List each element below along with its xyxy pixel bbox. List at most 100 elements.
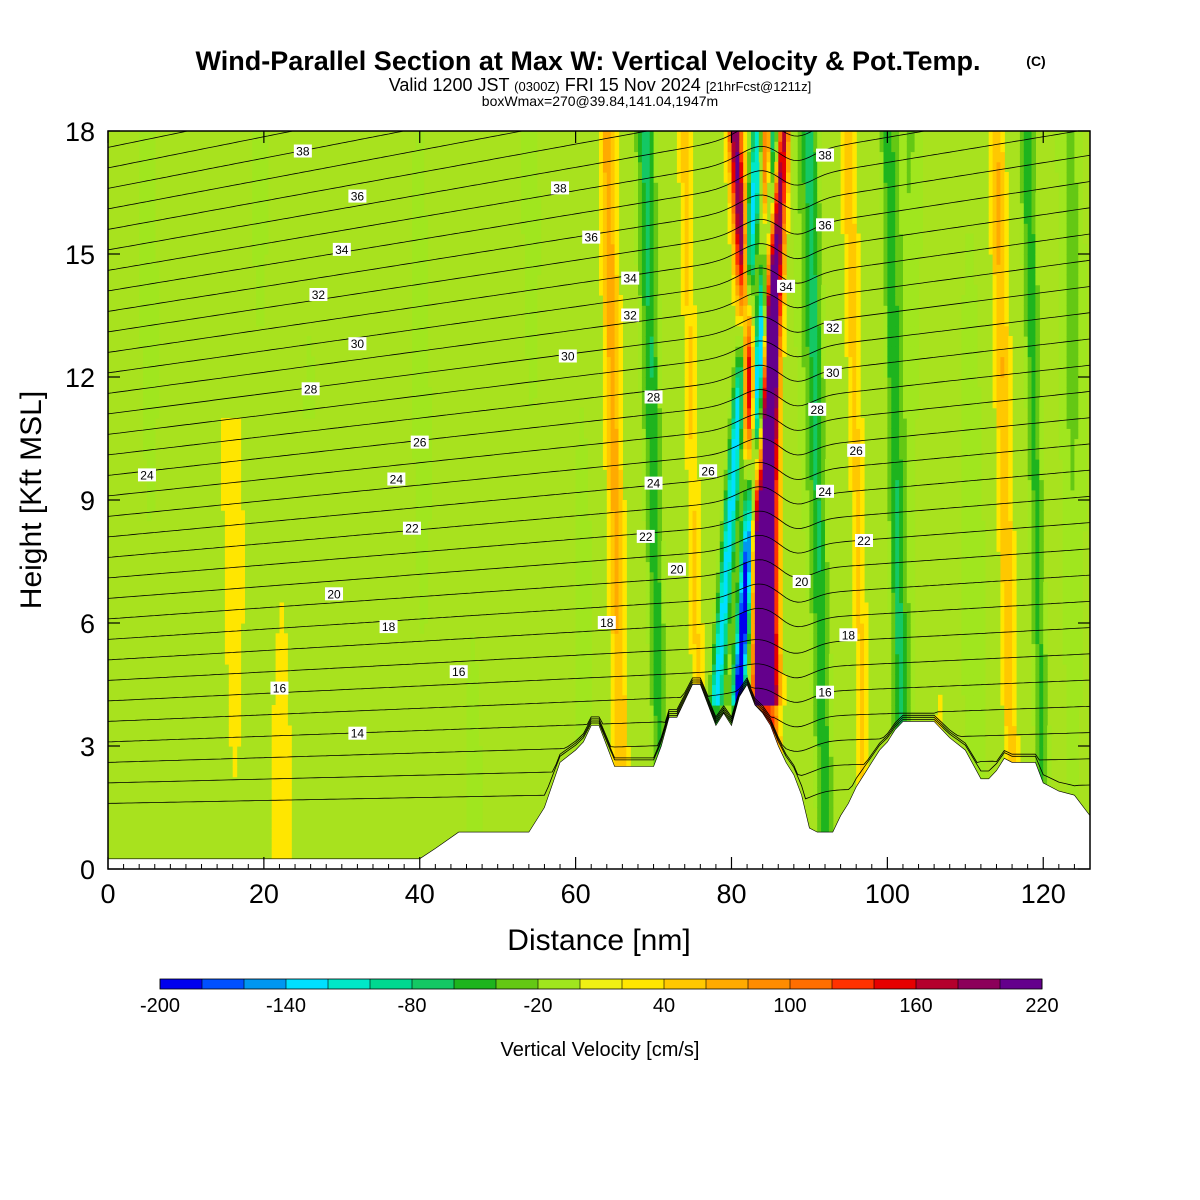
velocity-cell [252,202,257,214]
velocity-cell [279,746,284,757]
velocity-cell [743,131,748,142]
velocity-cell [283,694,288,706]
velocity-cell [864,725,869,737]
velocity-cell [150,182,156,194]
velocity-cell [1008,705,1013,716]
velocity-cell [852,377,857,388]
velocity-cell [805,131,810,142]
velocity-cell [782,182,787,194]
velocity-cell [657,295,662,306]
velocity-cell [805,172,810,183]
velocity-cell [661,653,666,665]
velocity-cell [228,530,234,542]
velocity-cell [980,582,986,593]
velocity-cell [684,243,690,255]
velocity-cell [634,192,639,204]
velocity-cell [825,664,830,675]
velocity-cell [228,705,234,716]
velocity-cell [992,182,998,194]
velocity-cell [887,459,892,470]
velocity-cell [143,161,148,173]
velocity-cell [996,377,1001,388]
velocity-cell [856,356,861,368]
velocity-cell [618,684,623,696]
velocity-cell [1004,459,1009,470]
velocity-cell [1031,592,1036,604]
velocity-cell [821,776,826,788]
velocity-cell [809,459,814,470]
velocity-cell [283,735,288,747]
velocity-cell [1000,551,1005,563]
velocity-cell [910,295,916,306]
velocity-cell [996,243,1001,255]
velocity-cell [899,213,904,224]
velocity-cell [895,643,900,655]
velocity-cell [599,172,604,183]
velocity-cell [840,192,846,204]
velocity-cell [525,336,530,347]
velocity-cell [918,223,923,235]
velocity-cell [965,305,970,317]
velocity-cell [692,561,697,573]
velocity-cell [813,182,818,194]
velocity-cell [1004,684,1009,696]
velocity-cell [719,530,725,542]
velocity-cell [610,571,616,583]
velocity-cell [891,202,896,214]
velocity-cell [817,623,822,634]
velocity-cell [774,233,779,245]
velocity-cell [723,582,729,593]
velocity-cell [688,602,694,614]
velocity-cell [236,684,242,696]
velocity-cell [747,182,752,194]
velocity-cell [747,233,752,245]
velocity-cell [770,500,775,511]
velocity-cell [899,202,904,214]
velocity-cell [1019,254,1025,265]
velocity-cell [415,213,421,224]
velocity-cell [969,305,974,317]
velocity-cell [614,141,620,153]
velocity-cell [1008,653,1013,665]
velocity-cell [801,407,807,419]
velocity-cell [610,336,616,347]
velocity-cell [228,469,234,481]
velocity-cell [470,694,475,706]
velocity-cell [813,295,818,306]
velocity-cell [147,489,152,501]
velocity-cell [614,243,620,255]
velocity-cell [825,653,830,665]
velocity-cell [657,418,662,429]
velocity-cell [766,530,772,542]
velocity-cell [228,623,234,634]
velocity-cell [766,582,772,593]
velocity-cell [965,233,970,245]
velocity-cell [887,602,892,614]
velocity-cell [778,254,783,265]
velocity-cell [805,530,810,542]
velocity-cell [1031,500,1036,511]
velocity-cell [887,233,892,245]
velocity-cell [852,612,857,624]
velocity-cell [805,151,810,163]
velocity-cell [848,305,853,317]
velocity-cell [809,674,814,686]
velocity-cell [735,448,740,460]
velocity-cell [622,715,627,727]
velocity-cell [891,264,896,276]
velocity-cell [528,397,534,409]
velocity-cell [961,520,966,532]
velocity-cell [719,561,725,573]
velocity-cell [419,284,425,296]
velocity-cell [143,418,148,429]
velocity-cell [906,561,912,573]
velocity-cell [715,602,721,614]
velocity-cell [147,141,152,153]
velocity-cell [641,387,647,399]
velocity-cell [412,356,417,368]
velocity-cell [895,674,900,686]
velocity-cell [906,694,912,706]
velocity-cell [657,510,662,522]
velocity-cell [969,295,974,306]
velocity-cell [906,592,912,604]
